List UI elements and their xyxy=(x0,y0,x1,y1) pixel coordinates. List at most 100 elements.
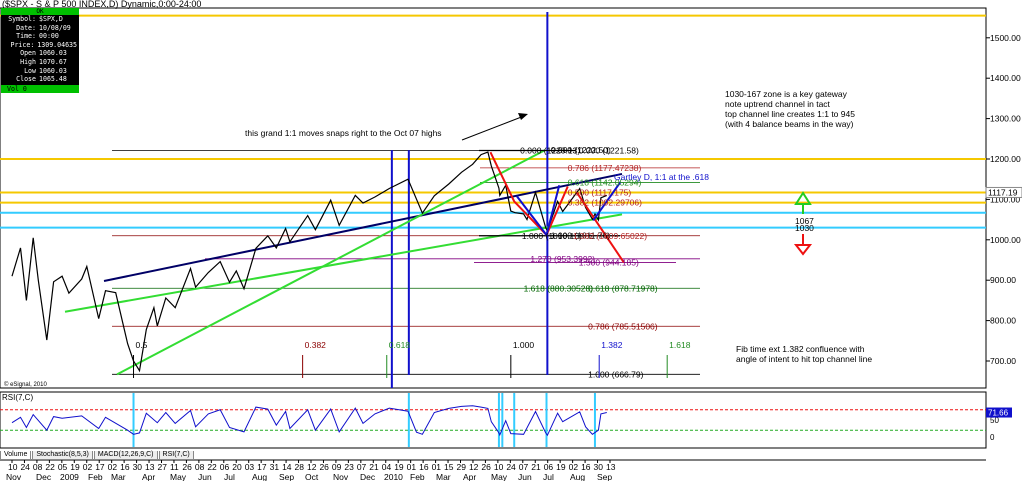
rsi-series-line xyxy=(11,405,607,437)
x-axis-month-label: Aug xyxy=(570,472,585,481)
info-row: Date: 10/08/09 xyxy=(1,24,79,33)
channel-bottom-line xyxy=(64,213,623,313)
x-axis-month-label: Nov xyxy=(333,472,349,481)
annotation-zone-note: top channel line creates 1:1 to 945 xyxy=(725,109,855,119)
x-axis-day-label: 31 xyxy=(270,462,280,472)
price-panel-frame xyxy=(0,7,987,389)
copyright-label: © eSignal, 2010 xyxy=(4,381,47,388)
fib-level-label: 1.500 (944.185) xyxy=(579,257,639,267)
x-axis-day-label: 19 xyxy=(556,462,566,472)
red-down-arrow-head xyxy=(793,244,813,256)
fib-level-label: 0.000 (1220.13) xyxy=(520,146,580,156)
annotation-zone-note: (with 4 balance beams in the way) xyxy=(725,119,854,129)
x-axis-day-label: 13 xyxy=(606,462,616,472)
price-badge: 1117.19 xyxy=(988,187,1018,197)
indicator-tab[interactable]: RSI(7,C) xyxy=(158,451,194,460)
indicator-tabs: Volume Stochastic(8,5,3) MACD(12,26,9,C) RS… xyxy=(0,451,195,460)
blue-d-leg-line xyxy=(592,181,622,221)
x-axis-month-label: Mar xyxy=(111,472,126,481)
x-axis-day-label: 19 xyxy=(70,462,80,472)
fib-time-label: 0.5 xyxy=(136,340,148,350)
price-series-line xyxy=(11,151,608,373)
x-axis-day-label: 23 xyxy=(344,462,354,472)
info-row-key: Date: xyxy=(16,23,36,32)
info-row: Price: 1309.04635 xyxy=(1,41,79,50)
x-axis-day-label: 15 xyxy=(444,462,454,472)
indicator-tab[interactable]: Stochastic(8,5,3) xyxy=(32,451,93,460)
info-box-volume: Vol 0 xyxy=(1,84,79,93)
x-axis-month-label: Jun xyxy=(518,472,532,481)
rsi-label: RSI(7,C) xyxy=(2,393,33,402)
fib-level-label: 0.000 (1221.58) xyxy=(579,146,639,156)
rsi-value-box xyxy=(986,407,1012,418)
x-axis-month-label: Feb xyxy=(88,472,103,481)
x-axis-month-label: Mar xyxy=(436,472,451,481)
fib-level-label: 0.618 (878.71978) xyxy=(588,284,658,294)
info-row: High 1070.67 xyxy=(1,58,79,67)
x-axis-day-label: 26 xyxy=(319,462,329,472)
x-axis-day-label: 12 xyxy=(469,462,479,472)
x-axis-month-label: Dec xyxy=(360,472,376,481)
rsi-value-badge: 71.66 xyxy=(988,409,1009,418)
chart-title: ($SPX - S & P 500 INDEX,D) Dynamic,0:00-… xyxy=(2,0,201,9)
red-pattern-line xyxy=(489,151,569,237)
info-row-key: Low xyxy=(24,66,36,75)
x-axis-day-label: 27 xyxy=(158,462,168,472)
y-axis-tick-label: 1300.00 xyxy=(990,114,1021,124)
x-axis-month-label: Apr xyxy=(463,472,476,481)
x-axis-day-label: 13 xyxy=(145,462,155,472)
x-axis-day-label: 02 xyxy=(569,462,579,472)
annotation-grand-move: this grand 1:1 moves snaps right to the … xyxy=(245,128,442,138)
x-axis-day-label: 10 xyxy=(8,462,18,472)
indicator-tab[interactable]: Volume xyxy=(0,451,32,460)
info-row: Symbol: $SPX,D xyxy=(1,15,79,24)
grand-move-line xyxy=(116,149,546,376)
annotation-fib-time: angle of intent to hit top channel line xyxy=(736,354,872,364)
x-axis-day-label: 17 xyxy=(95,462,105,472)
x-axis-day-label: 20 xyxy=(232,462,242,472)
y-axis-tick-label: 900.00 xyxy=(990,275,1016,285)
x-axis-month-label: May xyxy=(170,472,187,481)
x-axis-day-label: 05 xyxy=(58,462,68,472)
x-axis-day-label: 07 xyxy=(357,462,367,472)
fib-level-label: 0.382 (1092.29706) xyxy=(568,198,642,208)
y-axis-tick-label: 700.00 xyxy=(990,356,1016,366)
info-box: OK Symbol: $SPX,D Date: 10/08/09 Time: 00:00 P… xyxy=(1,8,79,93)
fib-time-label: 1.382 xyxy=(601,340,623,350)
fib-level-label: 0.786 (785.51506) xyxy=(588,321,658,331)
info-row-key: Symbol: xyxy=(8,15,36,23)
price-badge-box xyxy=(985,186,1022,198)
info-row-value: 1309.04635 xyxy=(37,40,77,49)
x-axis-month-label: Sep xyxy=(279,472,294,481)
x-axis-day-label: 10 xyxy=(494,462,504,472)
x-axis-month-label: 2010 xyxy=(384,472,403,481)
x-axis-month-label: Apr xyxy=(142,472,155,481)
x-axis-day-label: 26 xyxy=(182,462,192,472)
y-axis-tick-label: 800.00 xyxy=(990,316,1016,326)
x-axis-day-label: 14 xyxy=(282,462,292,472)
x-axis-day-label: 01 xyxy=(407,462,417,472)
info-row-value: 1070.67 xyxy=(39,57,67,66)
x-axis-day-label: 02 xyxy=(83,462,93,472)
y-axis-tick-label: 1000.00 xyxy=(990,235,1021,245)
info-row-value: 1060.03 xyxy=(39,66,67,75)
annotation-zone-bottom: 1030 xyxy=(795,223,814,233)
fib-time-label: 1.618 xyxy=(669,340,691,350)
x-axis-day-label: 21 xyxy=(531,462,541,472)
info-row-value: 1065.48 xyxy=(39,75,67,84)
x-axis-month-label: Jul xyxy=(224,472,235,481)
x-axis-day-label: 24 xyxy=(20,462,30,472)
fib-level-label: 1.270 (953.3992) xyxy=(530,254,595,264)
info-row-key: Open xyxy=(20,49,36,58)
x-axis-month-label: Jun xyxy=(198,472,212,481)
x-axis-day-label: 29 xyxy=(457,462,467,472)
fib-level-label: 0.000 (1222.50) xyxy=(551,145,611,155)
fib-time-label: 1.000 xyxy=(513,340,535,350)
indicator-tab[interactable]: MACD(12,26,9,C) xyxy=(93,451,158,460)
x-axis-month-label: 2009 xyxy=(60,472,79,481)
x-axis-day-label: 01 xyxy=(432,462,442,472)
y-axis-tick-label: 1200.00 xyxy=(990,154,1021,164)
x-axis-day-label: 22 xyxy=(45,462,55,472)
x-axis-day-label: 08 xyxy=(195,462,205,472)
